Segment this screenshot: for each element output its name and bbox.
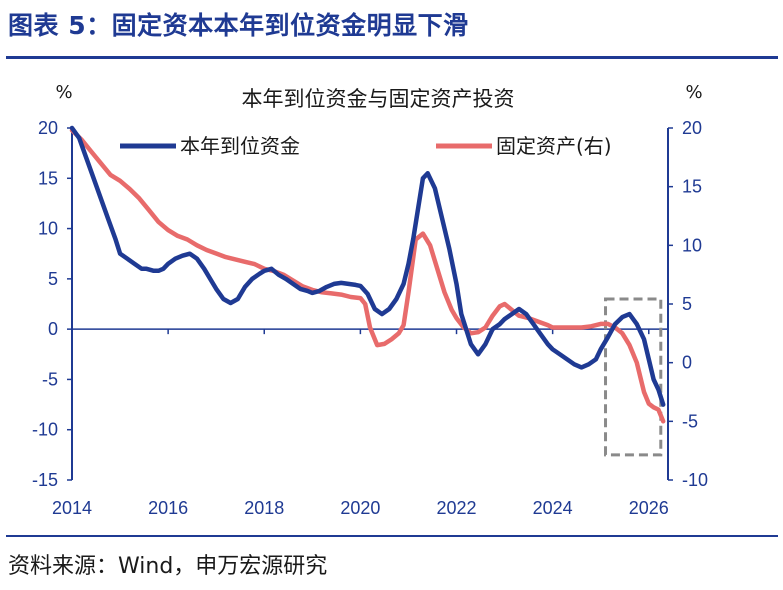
left-tick-label: -15 xyxy=(32,470,58,490)
figure-title: 图表 5：固定资本本年到位资金明显下滑 xyxy=(8,11,469,40)
highlight-dashed-box xyxy=(604,297,663,457)
left-tick-label: 0 xyxy=(48,319,58,339)
line-chart: 20 15 10 5 0 -5 -10 -15 20 15 10 5 0 -5 -10 2014 2016 201… xyxy=(32,82,708,518)
x-tick-label: 2018 xyxy=(244,498,284,518)
right-tick-label: -10 xyxy=(682,470,708,490)
right-tick-label: 20 xyxy=(682,118,702,138)
right-tick-label: -5 xyxy=(682,411,698,431)
top-divider xyxy=(6,56,778,59)
highlight-box-layer xyxy=(604,297,663,457)
x-tick-label: 2020 xyxy=(340,498,380,518)
right-tick-label: 0 xyxy=(682,353,692,373)
source-note: 资料来源：Wind，申万宏源研究 xyxy=(8,554,328,579)
left-tick-label: -5 xyxy=(42,369,58,389)
right-tick-label: 5 xyxy=(682,294,692,314)
right-tick-label: 10 xyxy=(682,235,702,255)
left-tick-label: 5 xyxy=(48,269,58,289)
x-tick-label: 2014 xyxy=(52,498,92,518)
left-tick-label: 10 xyxy=(38,219,58,239)
chart-labels: 20 15 10 5 0 -5 -10 -15 20 15 10 5 0 -5 -10 2014 2016 201… xyxy=(32,82,708,518)
x-tick-label: 2016 xyxy=(148,498,188,518)
left-unit-label: % xyxy=(55,82,72,103)
left-tick-label: 15 xyxy=(38,168,58,188)
x-tick-label: 2022 xyxy=(436,498,476,518)
x-tick-label: 2024 xyxy=(533,498,573,518)
legend-funds-label: 本年到位资金 xyxy=(180,134,300,158)
right-unit-label: % xyxy=(685,82,702,103)
bottom-divider xyxy=(6,535,778,537)
series-lines xyxy=(69,125,666,424)
left-tick-label: 20 xyxy=(38,118,58,138)
legend-fixed-asset-label: 固定资产(右) xyxy=(496,134,612,158)
right-tick-label: 15 xyxy=(682,177,702,197)
chart-title: 本年到位资金与固定资产投资 xyxy=(242,87,515,111)
series-line-fixed-asset xyxy=(69,128,666,424)
series-line-funds xyxy=(69,125,666,407)
left-tick-label: -10 xyxy=(32,420,58,440)
x-tick-label: 2026 xyxy=(629,498,669,518)
